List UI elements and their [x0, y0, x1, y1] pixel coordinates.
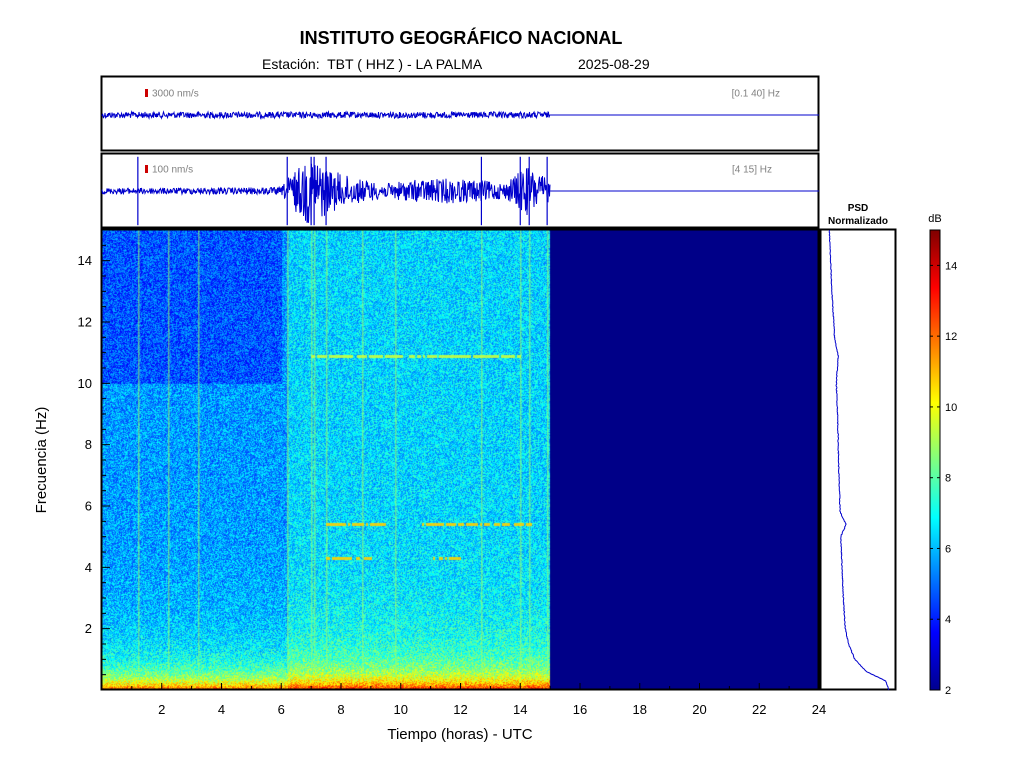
y-tick-label: 2	[85, 621, 92, 636]
trace-1	[101, 110, 819, 121]
y-tick-label: 12	[78, 315, 92, 330]
colorbar-tick-label: 6	[945, 543, 951, 555]
x-tick-label: 4	[218, 702, 225, 717]
x-tick-label: 22	[752, 702, 766, 717]
colorbar-label: dB	[928, 213, 941, 225]
colorbar-gradient	[929, 229, 941, 691]
psd-panel: PSD Normalizado	[819, 203, 897, 691]
x-tick-label: 2	[158, 702, 165, 717]
waveform	[101, 110, 551, 121]
x-tick-label: 12	[453, 702, 467, 717]
seismogram-panel-2: 100 nm/s [4 15] Hz	[100, 152, 820, 229]
colorbar: dB 2 4 6 8 10 12 14	[928, 213, 957, 697]
x-tick-label: 14	[513, 702, 527, 717]
seismogram-panel-1: 3000 nm/s [0.1 40] Hz	[100, 75, 820, 152]
x-tick-label: 6	[278, 702, 285, 717]
psd-title: PSD	[848, 203, 869, 214]
x-tick-label: 16	[573, 702, 587, 717]
x-tick-label: 8	[337, 702, 344, 717]
colorbar-tick-label: 14	[945, 260, 957, 272]
x-tick-label: 10	[394, 702, 408, 717]
x-tick-label: 18	[633, 702, 647, 717]
y-axis-label: Frecuencia (Hz)	[33, 407, 50, 514]
filter-label-2: [4 15] Hz	[732, 165, 772, 176]
colorbar-tick-label: 10	[945, 402, 957, 414]
y-axis-ticks: 2 4 6 8 10 12 14	[78, 244, 110, 676]
colorbar-tick-label: 12	[945, 331, 957, 343]
x-tick-label: 20	[692, 702, 706, 717]
scale-marker-1	[145, 89, 148, 97]
psd-line	[828, 229, 890, 691]
psd-subtitle: Normalizado	[828, 216, 888, 227]
x-tick-label: 24	[812, 702, 826, 717]
station-label: Estación: TBT ( HHZ ) - LA PALMA	[262, 56, 483, 72]
x-axis-ticks: 2 4 6 8 10 12 14 16 18 20 22 24	[131, 683, 826, 717]
spectrogram-canvas	[102, 230, 819, 690]
y-tick-label: 4	[85, 560, 92, 575]
colorbar-tick-label: 8	[945, 473, 951, 485]
x-axis-label: Tiempo (horas) - UTC	[387, 726, 532, 743]
colorbar-ticks: 2 4 6 8 10 12 14	[930, 260, 957, 697]
scale-marker-2	[145, 165, 148, 173]
filter-label-1: [0.1 40] Hz	[732, 89, 780, 100]
date-label: 2025-08-29	[578, 56, 650, 72]
scale-label-1: 3000 nm/s	[152, 89, 199, 100]
colorbar-tick-label: 2	[945, 685, 951, 697]
scale-label-2: 100 nm/s	[152, 165, 193, 176]
colorbar-tick-label: 4	[945, 614, 951, 626]
y-tick-label: 6	[85, 499, 92, 514]
y-tick-label: 14	[78, 253, 92, 268]
y-tick-label: 8	[85, 437, 92, 452]
y-tick-label: 10	[78, 376, 92, 391]
chart-title: INSTITUTO GEOGRÁFICO NACIONAL	[299, 28, 623, 48]
trace-2	[101, 156, 819, 226]
